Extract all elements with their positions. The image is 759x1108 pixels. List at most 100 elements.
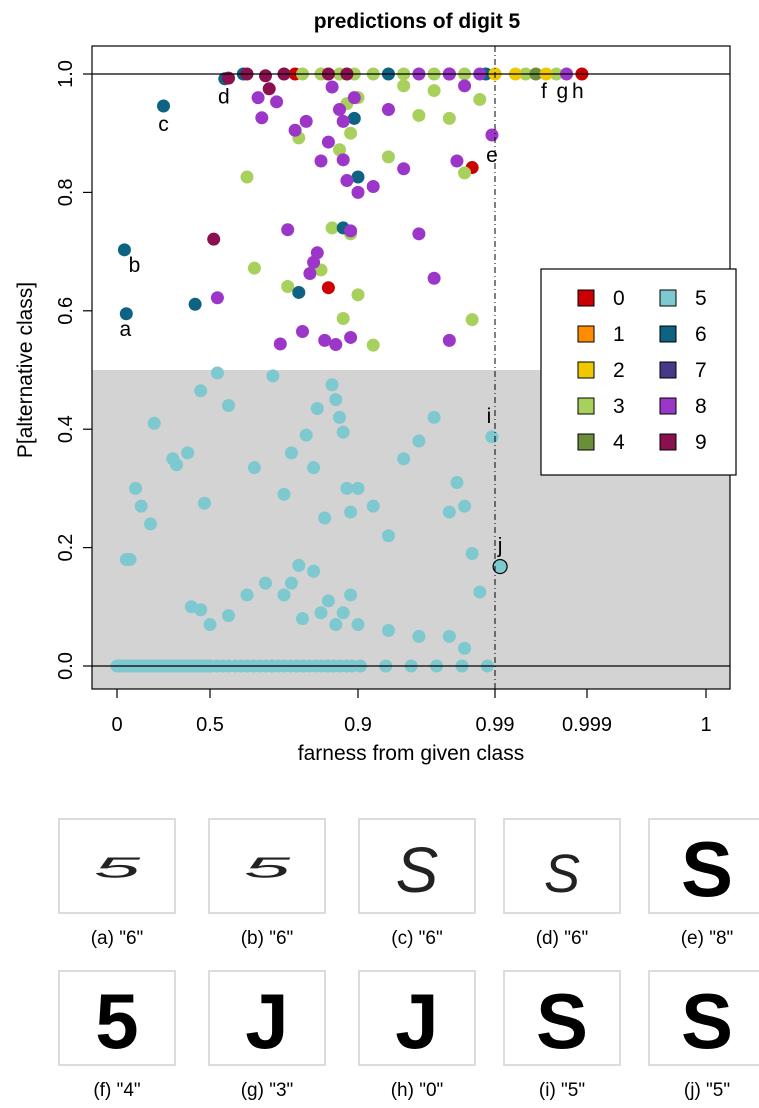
legend-label-7: 7	[695, 359, 707, 382]
point-class-5	[240, 588, 254, 602]
annotation-label-f: f	[541, 80, 547, 103]
y-tick-label: 0.6	[55, 297, 77, 325]
thumbnail-g: J (g) "3"	[206, 970, 328, 1102]
highlighted-point-j	[492, 558, 508, 575]
point-class-3	[397, 79, 411, 93]
point-class-8	[333, 103, 346, 117]
point-class-8	[255, 111, 269, 125]
point-class-5	[381, 623, 395, 637]
point-class-5	[321, 594, 335, 608]
thumbnail-j: S (j) "5"	[646, 970, 759, 1102]
point-class-3	[351, 288, 365, 302]
reference-lines	[92, 46, 730, 689]
point-class-5	[465, 547, 479, 561]
y-axis-label: P[alternative class]	[14, 282, 37, 458]
point-class-8	[314, 154, 328, 168]
point-class-9	[207, 232, 221, 246]
point-class-5	[277, 588, 291, 602]
thumbnail-caption: (b) "6"	[240, 928, 294, 949]
svg-text:S: S	[396, 834, 439, 906]
point-class-8	[427, 271, 441, 285]
point-class-3	[333, 143, 346, 157]
point-class-5	[381, 529, 395, 543]
svg-text:J: J	[245, 977, 288, 1065]
point-class-5	[277, 487, 291, 501]
thumbnail-i: S (i) "5"	[501, 970, 623, 1102]
point-class-5	[351, 618, 365, 632]
x-axis-label: farness from given class	[298, 742, 524, 765]
point-class-5	[458, 499, 472, 513]
point-class-5	[222, 399, 235, 413]
legend-label-8: 8	[695, 395, 707, 418]
point-class-5	[329, 393, 343, 407]
thumbnail-caption: (a) "6"	[90, 928, 144, 949]
x-tick-label: 0.99	[476, 714, 515, 736]
thumbnail-grid: 5 (a) "6" 5 (b) "6" S (c) "6" S (d) "6" S (e) "8"…	[0, 810, 759, 1108]
svg-text:5: 5	[94, 852, 141, 884]
point-class-5	[442, 629, 456, 643]
point-class-5	[314, 606, 328, 620]
point-class-5	[310, 401, 324, 415]
point-class-8	[458, 79, 472, 93]
legend-swatch-2	[577, 361, 595, 379]
point-class-8	[351, 185, 365, 199]
point-class-5	[147, 416, 161, 430]
point-class-5	[450, 475, 464, 489]
legend-label-4: 4	[613, 431, 625, 454]
y-tick-label: 0.4	[55, 415, 77, 443]
point-class-6	[347, 111, 361, 125]
point-class-8	[251, 91, 265, 105]
point-class-5	[307, 564, 321, 578]
x-tick-label: 0.9	[344, 714, 372, 736]
point-class-5	[329, 618, 343, 632]
x-tick-label: 1	[700, 714, 711, 736]
point-class-6	[188, 297, 202, 311]
thumbnail-a: 5 (a) "6"	[56, 818, 178, 950]
digit-image: S	[503, 818, 621, 914]
point-class-8	[344, 224, 358, 238]
point-class-5	[194, 603, 208, 617]
annotation-label-e: e	[486, 144, 498, 167]
point-class-3	[473, 92, 487, 106]
point-class-5	[170, 458, 184, 472]
thumbnail-caption: (c) "6"	[391, 928, 443, 949]
thumbnail-c: S (c) "6"	[356, 818, 478, 950]
thumbnail-e: S (e) "8"	[646, 818, 759, 950]
point-class-5	[366, 499, 380, 513]
legend-box	[540, 268, 737, 476]
digit-image: 5	[58, 970, 176, 1066]
legend: 0 1 2 3 4 5 6 7 8 9	[540, 268, 737, 476]
point-class-5	[194, 384, 208, 398]
thumbnail-caption: (j) "5"	[683, 1080, 731, 1101]
point-class-3	[465, 313, 479, 327]
point-class-5	[181, 446, 195, 460]
point-class-8	[318, 333, 332, 347]
point-class-6	[157, 99, 170, 113]
point-class-8	[442, 333, 456, 347]
point-class-5	[266, 369, 280, 383]
thumbnail-caption: (e) "8"	[680, 928, 734, 949]
point-class-8	[273, 337, 287, 351]
point-class-3	[344, 126, 358, 140]
point-class-9	[262, 82, 276, 96]
legend-swatch-1	[577, 325, 595, 343]
point-class-5	[427, 410, 441, 424]
point-class-5	[458, 641, 472, 655]
point-class-9	[259, 69, 272, 83]
point-class-8	[321, 135, 335, 149]
point-class-5	[340, 481, 354, 495]
point-class-8	[288, 123, 302, 137]
point-class-5	[473, 585, 487, 599]
legend-swatch-5	[659, 289, 677, 307]
annotation-label-a: a	[119, 318, 131, 341]
point-class-5	[129, 481, 143, 495]
point-class-6	[119, 307, 133, 321]
point-class-5	[123, 552, 137, 566]
point-class-5	[412, 434, 426, 448]
point-class-5	[284, 576, 298, 590]
point-class-6	[292, 285, 306, 299]
point-class-5	[284, 446, 298, 460]
annotation-label-i: i	[487, 405, 492, 428]
digit-image: J	[358, 970, 476, 1066]
point-class-0	[321, 281, 335, 295]
